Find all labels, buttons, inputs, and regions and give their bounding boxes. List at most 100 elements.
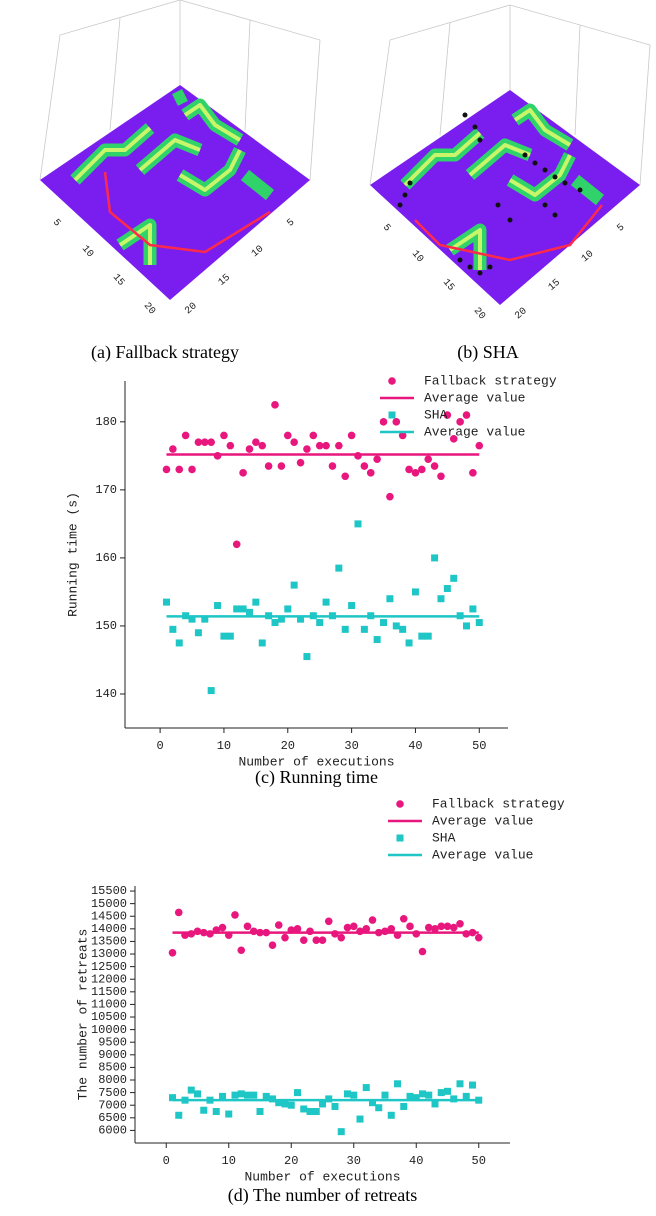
y-tick-label: 12500 <box>91 960 127 974</box>
point <box>412 588 419 595</box>
point <box>469 605 476 612</box>
x-tick-label: 15 <box>110 272 126 288</box>
point <box>476 619 483 626</box>
y-tick-label: 180 <box>95 415 117 429</box>
legend-label: Average value <box>432 813 533 828</box>
y-tick-label: 7000 <box>98 1098 127 1112</box>
point <box>227 442 235 450</box>
point <box>386 493 394 501</box>
point <box>432 1100 439 1107</box>
y-tick-label: 20 <box>513 306 529 322</box>
point <box>418 633 425 640</box>
point <box>338 1128 345 1135</box>
y-tick-label: 15500 <box>91 884 127 898</box>
y-tick-label: 5 <box>616 222 628 234</box>
y-tick-label: 140 <box>95 687 117 701</box>
point <box>406 923 414 931</box>
point <box>357 1116 364 1123</box>
point <box>188 1087 195 1094</box>
point <box>341 472 349 480</box>
point <box>350 923 358 931</box>
x-tick-label: 20 <box>141 301 157 317</box>
point <box>431 554 438 561</box>
x-tick-label: 50 <box>472 1154 486 1168</box>
point <box>300 1105 307 1112</box>
y-tick-label: 12000 <box>91 972 127 986</box>
point <box>240 605 247 612</box>
x-tick-label: 30 <box>344 739 358 753</box>
point <box>393 622 400 629</box>
y-tick-label: 20 <box>183 301 199 317</box>
y-tick-label: 7500 <box>98 1086 127 1100</box>
point <box>195 629 202 636</box>
point <box>169 949 177 957</box>
point <box>263 1093 270 1100</box>
point <box>344 924 352 932</box>
y-tick-label: 6000 <box>98 1124 127 1138</box>
point <box>361 462 369 470</box>
x-tick-label: 50 <box>472 739 486 753</box>
point <box>238 1090 245 1097</box>
y-tick-label: 10000 <box>91 1023 127 1037</box>
point <box>412 930 420 938</box>
point <box>475 934 483 942</box>
legend-marker <box>389 412 396 419</box>
point <box>239 469 247 477</box>
point <box>207 438 215 446</box>
point <box>424 455 432 463</box>
y-tick-label: 11000 <box>91 998 127 1012</box>
point <box>469 469 477 477</box>
point <box>278 462 286 470</box>
point <box>303 653 310 660</box>
point <box>337 934 345 942</box>
y-tick-label: 150 <box>95 619 117 633</box>
point <box>250 928 258 936</box>
wireframe <box>245 20 250 130</box>
point <box>169 626 176 633</box>
x-tick-label: 10 <box>79 244 95 260</box>
legend-label: Fallback strategy <box>424 373 557 388</box>
y-tick-label: 5 <box>286 217 298 229</box>
x-tick-label: 10 <box>409 249 425 265</box>
x-tick-label: 20 <box>471 306 487 322</box>
point <box>380 619 387 626</box>
point <box>219 924 227 932</box>
legend-label: Average value <box>424 424 525 439</box>
point <box>306 928 314 936</box>
figure: 51015205101520 5101 <box>0 0 656 1216</box>
point <box>444 1088 451 1095</box>
x-tick-label: 40 <box>408 739 422 753</box>
point <box>382 1092 389 1099</box>
y-tick-label: 8500 <box>98 1061 127 1075</box>
point <box>310 432 318 440</box>
point <box>456 920 464 928</box>
point <box>431 462 439 470</box>
point <box>406 639 413 646</box>
point <box>367 469 375 477</box>
y-tick-label: 9000 <box>98 1048 127 1062</box>
point <box>419 948 427 956</box>
point <box>363 1084 370 1091</box>
y-tick-label: 10 <box>250 244 266 260</box>
point <box>437 595 444 602</box>
point <box>284 605 291 612</box>
x-tick-label: 20 <box>284 1154 298 1168</box>
point <box>163 599 170 606</box>
point <box>386 595 393 602</box>
x-axis-label: Number of executions <box>244 1169 400 1184</box>
wireframe <box>440 23 450 135</box>
point <box>231 911 239 919</box>
y-tick-label: 15 <box>217 273 233 289</box>
point <box>394 1080 401 1087</box>
caption: (a) Fallback strategy <box>91 342 239 363</box>
point <box>437 472 445 480</box>
x-tick-label: 10 <box>217 739 231 753</box>
legend-marker <box>397 835 404 842</box>
point <box>438 1089 445 1096</box>
point <box>407 1093 414 1100</box>
legend-marker <box>396 800 404 808</box>
point <box>313 1108 320 1115</box>
y-tick-label: 13000 <box>91 947 127 961</box>
y-tick-label: 6500 <box>98 1111 127 1125</box>
point <box>329 462 337 470</box>
